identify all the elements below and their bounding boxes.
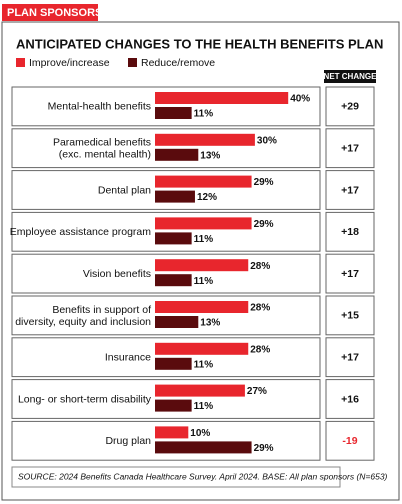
value-label: 29% (254, 443, 274, 454)
net-change: +17 (341, 142, 359, 154)
source: SOURCE: 2024 Benefits Canada Healthcare … (18, 471, 388, 481)
bar (155, 92, 289, 104)
category-label: Employee assistance program (10, 226, 151, 238)
net-change: -19 (342, 435, 357, 447)
category-label: Vision benefits (83, 268, 151, 280)
row-box (11, 211, 321, 252)
bar (155, 175, 252, 188)
category-label: Paramedical benefits (exc. mental health) (53, 136, 151, 160)
category-label: Drug plan (105, 435, 151, 447)
value-label: 13% (200, 150, 220, 161)
net-header-box (324, 70, 376, 83)
bar (155, 301, 249, 313)
net-change: +18 (341, 226, 359, 238)
bar (155, 426, 189, 439)
net-header: NET CHANGE (324, 72, 378, 81)
net-change: +15 (341, 310, 359, 322)
bar (155, 217, 252, 230)
net-change: +17 (341, 351, 359, 363)
net-box (325, 128, 375, 169)
row-box (11, 128, 321, 169)
chart-title: ANTICIPATED CHANGES TO THE HEALTH BENEFI… (16, 36, 383, 51)
row-box (11, 170, 321, 210)
category-label: Benefits in support of diversity, equity … (15, 304, 151, 328)
value-label: 29% (254, 177, 274, 188)
value-label: 13% (200, 318, 220, 329)
net-box (325, 170, 375, 210)
net-box (325, 86, 375, 127)
bar (155, 232, 192, 245)
header-box (2, 4, 98, 21)
net-box (325, 253, 375, 294)
net-change: +17 (341, 184, 359, 196)
bar (155, 190, 195, 203)
bar (155, 357, 192, 370)
row-box (11, 337, 321, 378)
value-label: 11% (194, 109, 214, 120)
value-label: 11% (194, 234, 214, 245)
value-label: 11% (194, 276, 214, 287)
value-label: 28% (250, 261, 270, 272)
value-label: 28% (250, 344, 270, 355)
source-box (11, 466, 341, 488)
category-label: Long- or short-term disability (18, 393, 152, 405)
category-label: Insurance (105, 351, 151, 363)
legend-label: Reduce/remove (141, 57, 215, 69)
bar (155, 107, 192, 119)
net-box (325, 337, 375, 378)
row-box (11, 86, 321, 127)
value-label: 10% (190, 428, 210, 439)
net-change: +17 (341, 268, 359, 280)
row-box (11, 379, 321, 419)
header: PLAN SPONSORS (7, 7, 102, 19)
row-box (11, 253, 321, 294)
legend-swatch (16, 58, 25, 67)
legend-label: Improve/increase (29, 57, 110, 69)
frame (1, 21, 400, 501)
value-label: 30% (257, 135, 277, 146)
net-box (325, 420, 375, 461)
net-change: +16 (341, 393, 359, 405)
value-label: 11% (194, 359, 214, 370)
value-label: 40% (290, 94, 310, 105)
bar (155, 259, 249, 272)
net-box (325, 379, 375, 419)
value-label: 11% (194, 401, 214, 412)
bar (155, 399, 192, 412)
bar (155, 441, 252, 454)
value-label: 28% (250, 303, 270, 314)
bar (155, 148, 199, 161)
category-label: Dental plan (98, 184, 151, 196)
bar (155, 316, 199, 328)
net-box (325, 211, 375, 252)
category-label: Mental-health benefits (48, 101, 151, 113)
row-box (11, 295, 321, 336)
value-label: 12% (197, 192, 217, 203)
bar (155, 274, 192, 287)
bar (155, 342, 249, 355)
net-change: +29 (341, 101, 359, 113)
value-label: 29% (254, 219, 274, 230)
bar (155, 384, 245, 397)
bar (155, 133, 255, 146)
legend-swatch (128, 58, 137, 67)
net-box (325, 295, 375, 336)
value-label: 27% (247, 386, 267, 397)
row-box (11, 420, 321, 461)
